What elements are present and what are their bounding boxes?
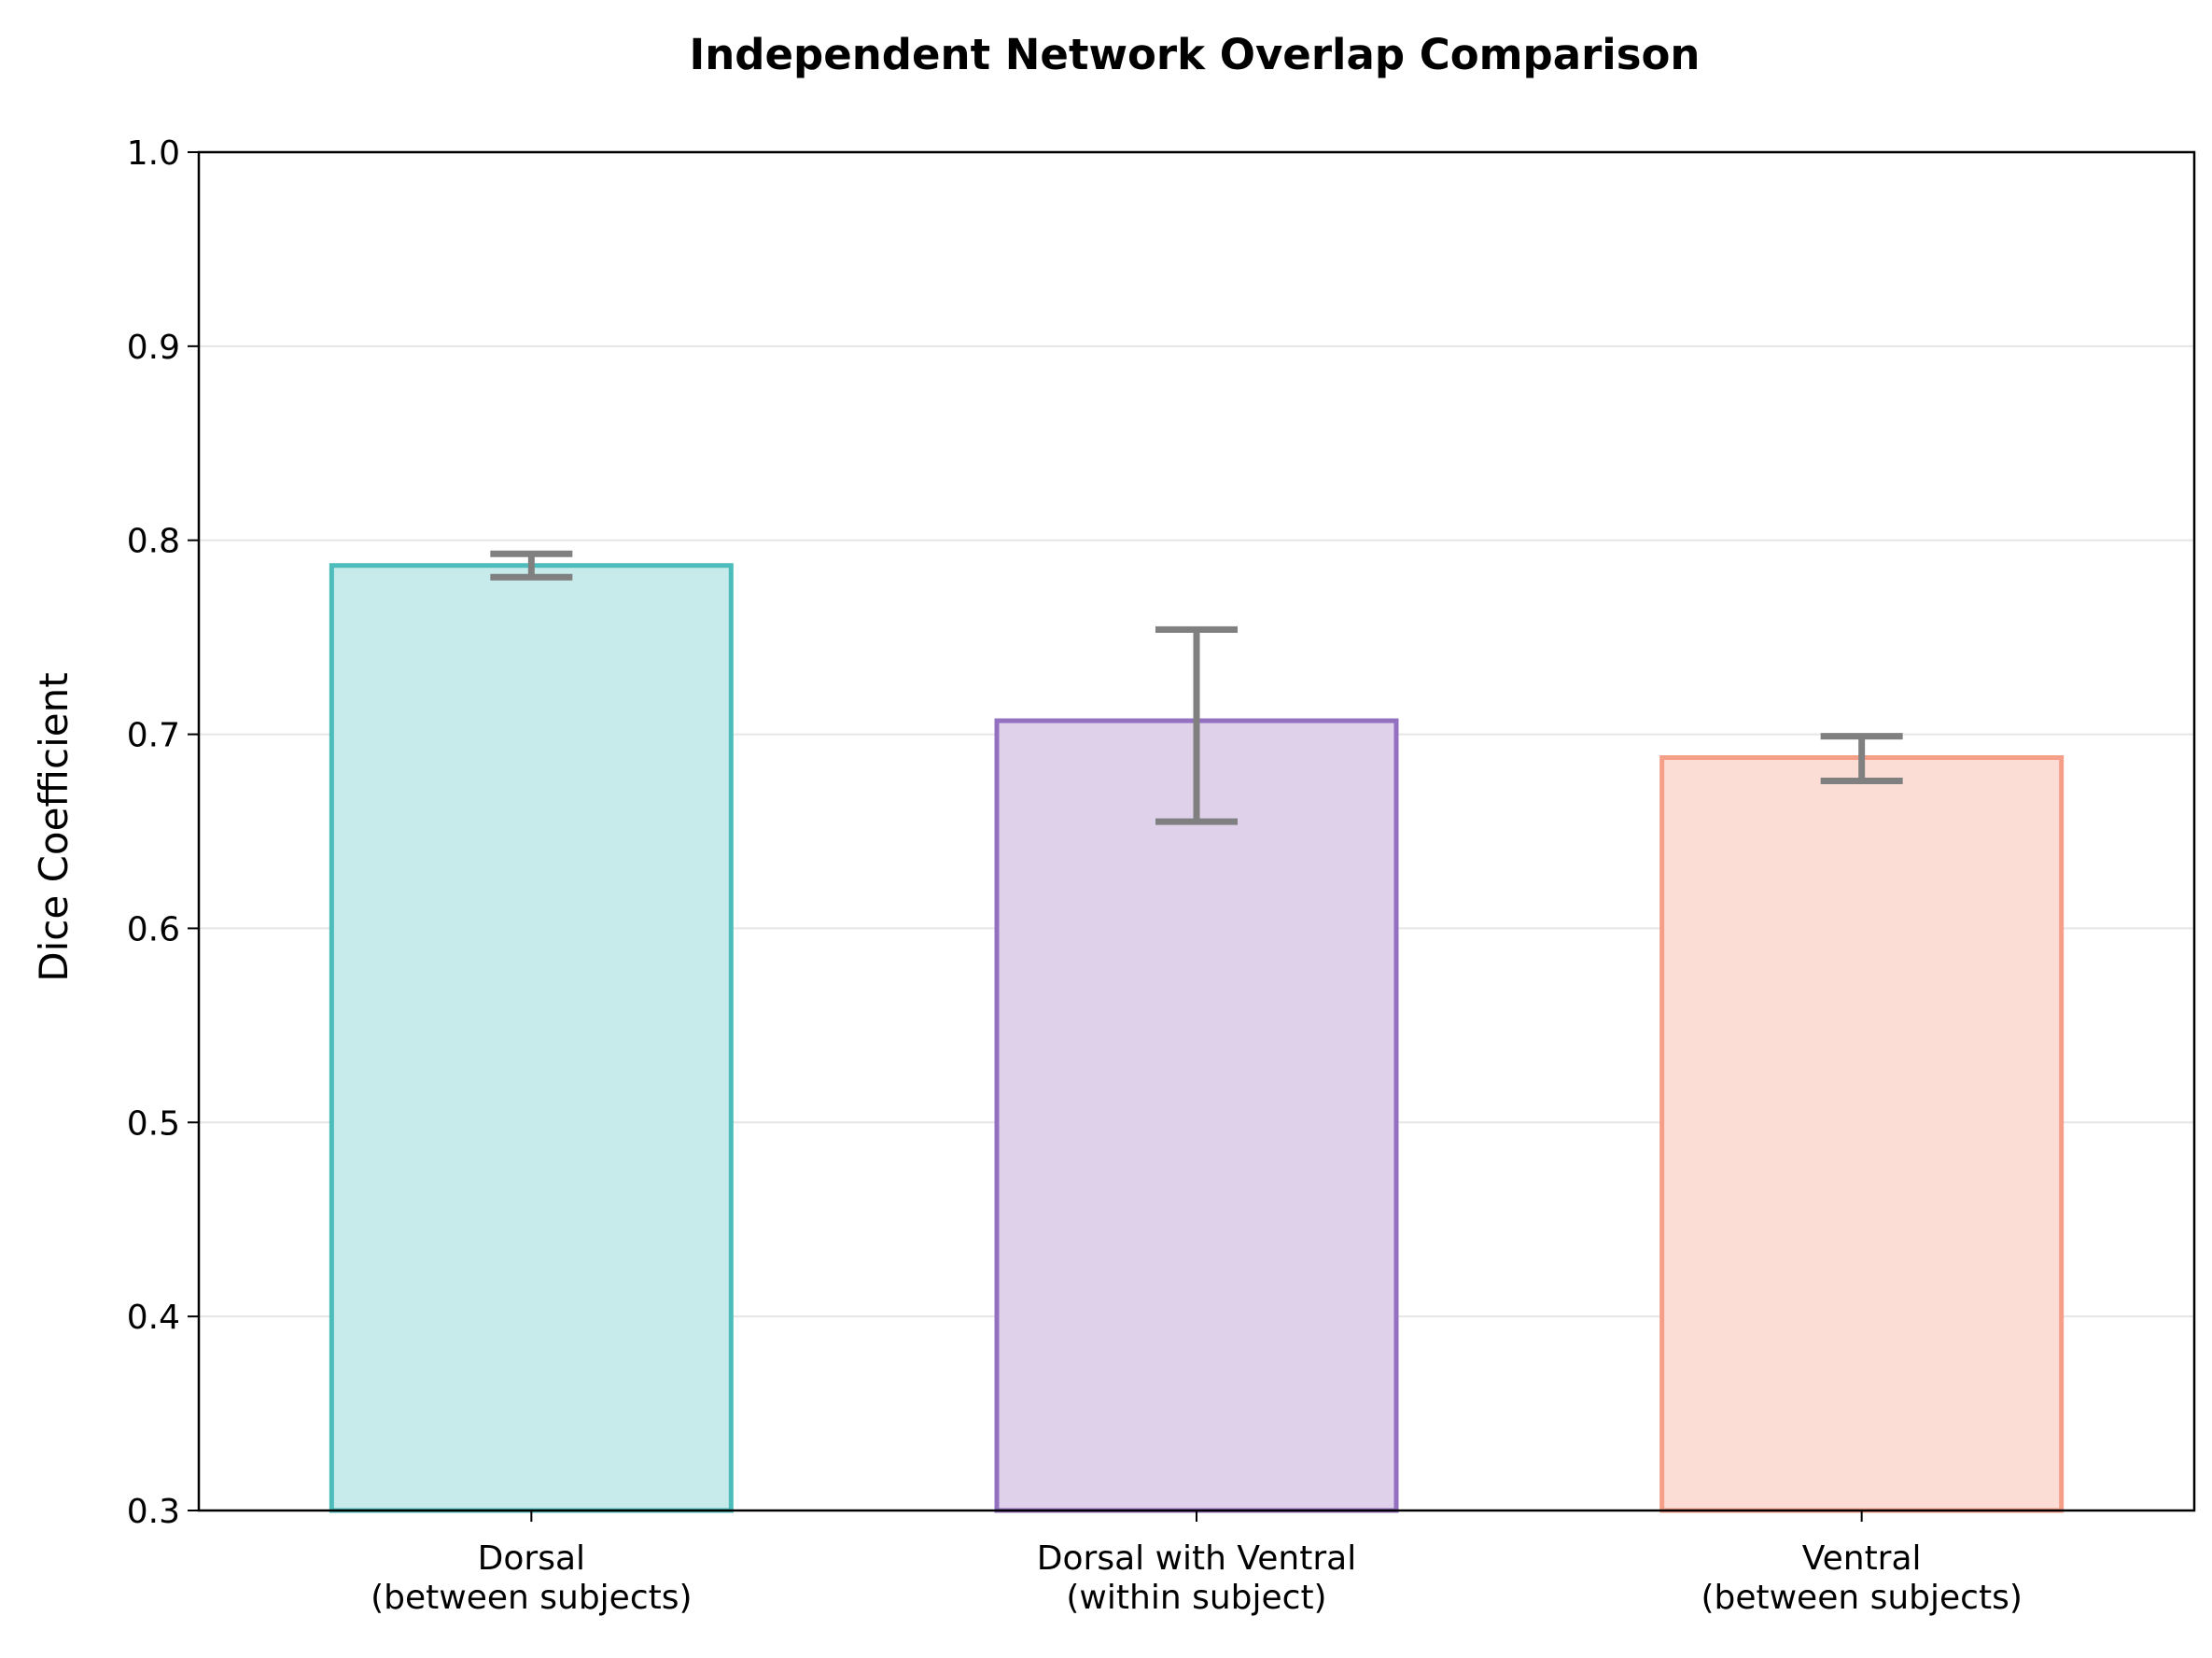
- x-tick-label: Ventral: [1802, 1539, 1922, 1578]
- chart-title: Independent Network Overlap Comparison: [690, 30, 1701, 79]
- plot-frame: [197, 150, 2196, 1512]
- x-tick-label: (between subjects): [371, 1579, 692, 1617]
- y-tick-label: 0.8: [127, 523, 180, 561]
- y-tick-label: 0.7: [127, 717, 180, 755]
- bar: [994, 718, 1399, 1513]
- y-tick-label: 0.9: [127, 329, 180, 367]
- bar: [329, 563, 734, 1513]
- axes: [188, 150, 2196, 1522]
- x-tick-label: (within subject): [1066, 1579, 1326, 1617]
- y-axis-label: Dice Coefficient: [31, 672, 77, 981]
- error-bars: [490, 550, 1903, 825]
- y-tick-label: 0.4: [127, 1299, 180, 1337]
- x-tick-label: (between subjects): [1701, 1579, 2022, 1617]
- x-tick-label: Dorsal with Ventral: [1037, 1539, 1356, 1578]
- y-tick-label: 0.6: [127, 910, 180, 948]
- y-tick-label: 0.5: [127, 1104, 180, 1143]
- bar: [1659, 755, 2065, 1513]
- x-tick-label: Dorsal: [478, 1539, 585, 1578]
- y-tick-label: 1.0: [127, 134, 180, 173]
- bars: [329, 563, 2065, 1513]
- y-tick-label: 0.3: [127, 1493, 180, 1531]
